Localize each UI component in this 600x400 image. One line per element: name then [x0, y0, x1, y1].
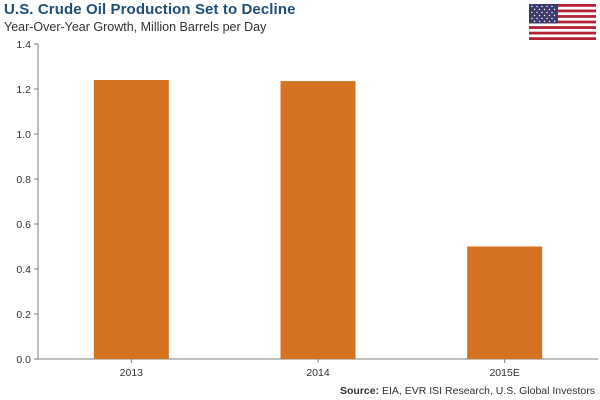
x-tick-label: 2014 [306, 367, 330, 379]
y-tick-label: 0.8 [16, 174, 31, 186]
x-tick-label: 2013 [120, 367, 144, 379]
y-tick-label: 0.6 [16, 219, 31, 231]
us-flag-icon [529, 4, 596, 40]
y-tick-label: 1.0 [16, 129, 31, 141]
y-tick-label: 1.4 [16, 39, 31, 51]
bar-2014 [280, 81, 356, 359]
chart-subtitle: Year-Over-Year Growth, Million Barrels p… [4, 20, 267, 34]
y-tick-label: 0.0 [16, 354, 31, 366]
source-label: Source: [339, 385, 380, 397]
y-tick-label: 0.2 [16, 309, 31, 321]
source-text: EIA, EVR ISI Research, U.S. Global Inves… [379, 385, 595, 397]
y-tick-label: 0.4 [16, 264, 31, 276]
bar-2013 [93, 80, 169, 359]
chart-title: U.S. Crude Oil Production Set to Decline [4, 1, 296, 18]
x-tick-label: 2015E [489, 367, 519, 379]
y-tick-label: 1.2 [16, 84, 31, 96]
source-note: Source: EIA, EVR ISI Research, U.S. Glob… [340, 385, 595, 397]
bar-2015e [467, 246, 543, 359]
